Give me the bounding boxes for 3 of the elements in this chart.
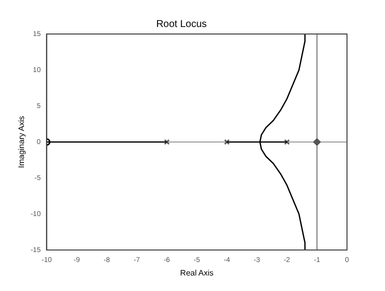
y-axis-title: Imaginary Axis	[17, 116, 26, 168]
x-axis-title: Real Axis	[180, 268, 214, 278]
chart-title: Root Locus	[156, 18, 207, 30]
